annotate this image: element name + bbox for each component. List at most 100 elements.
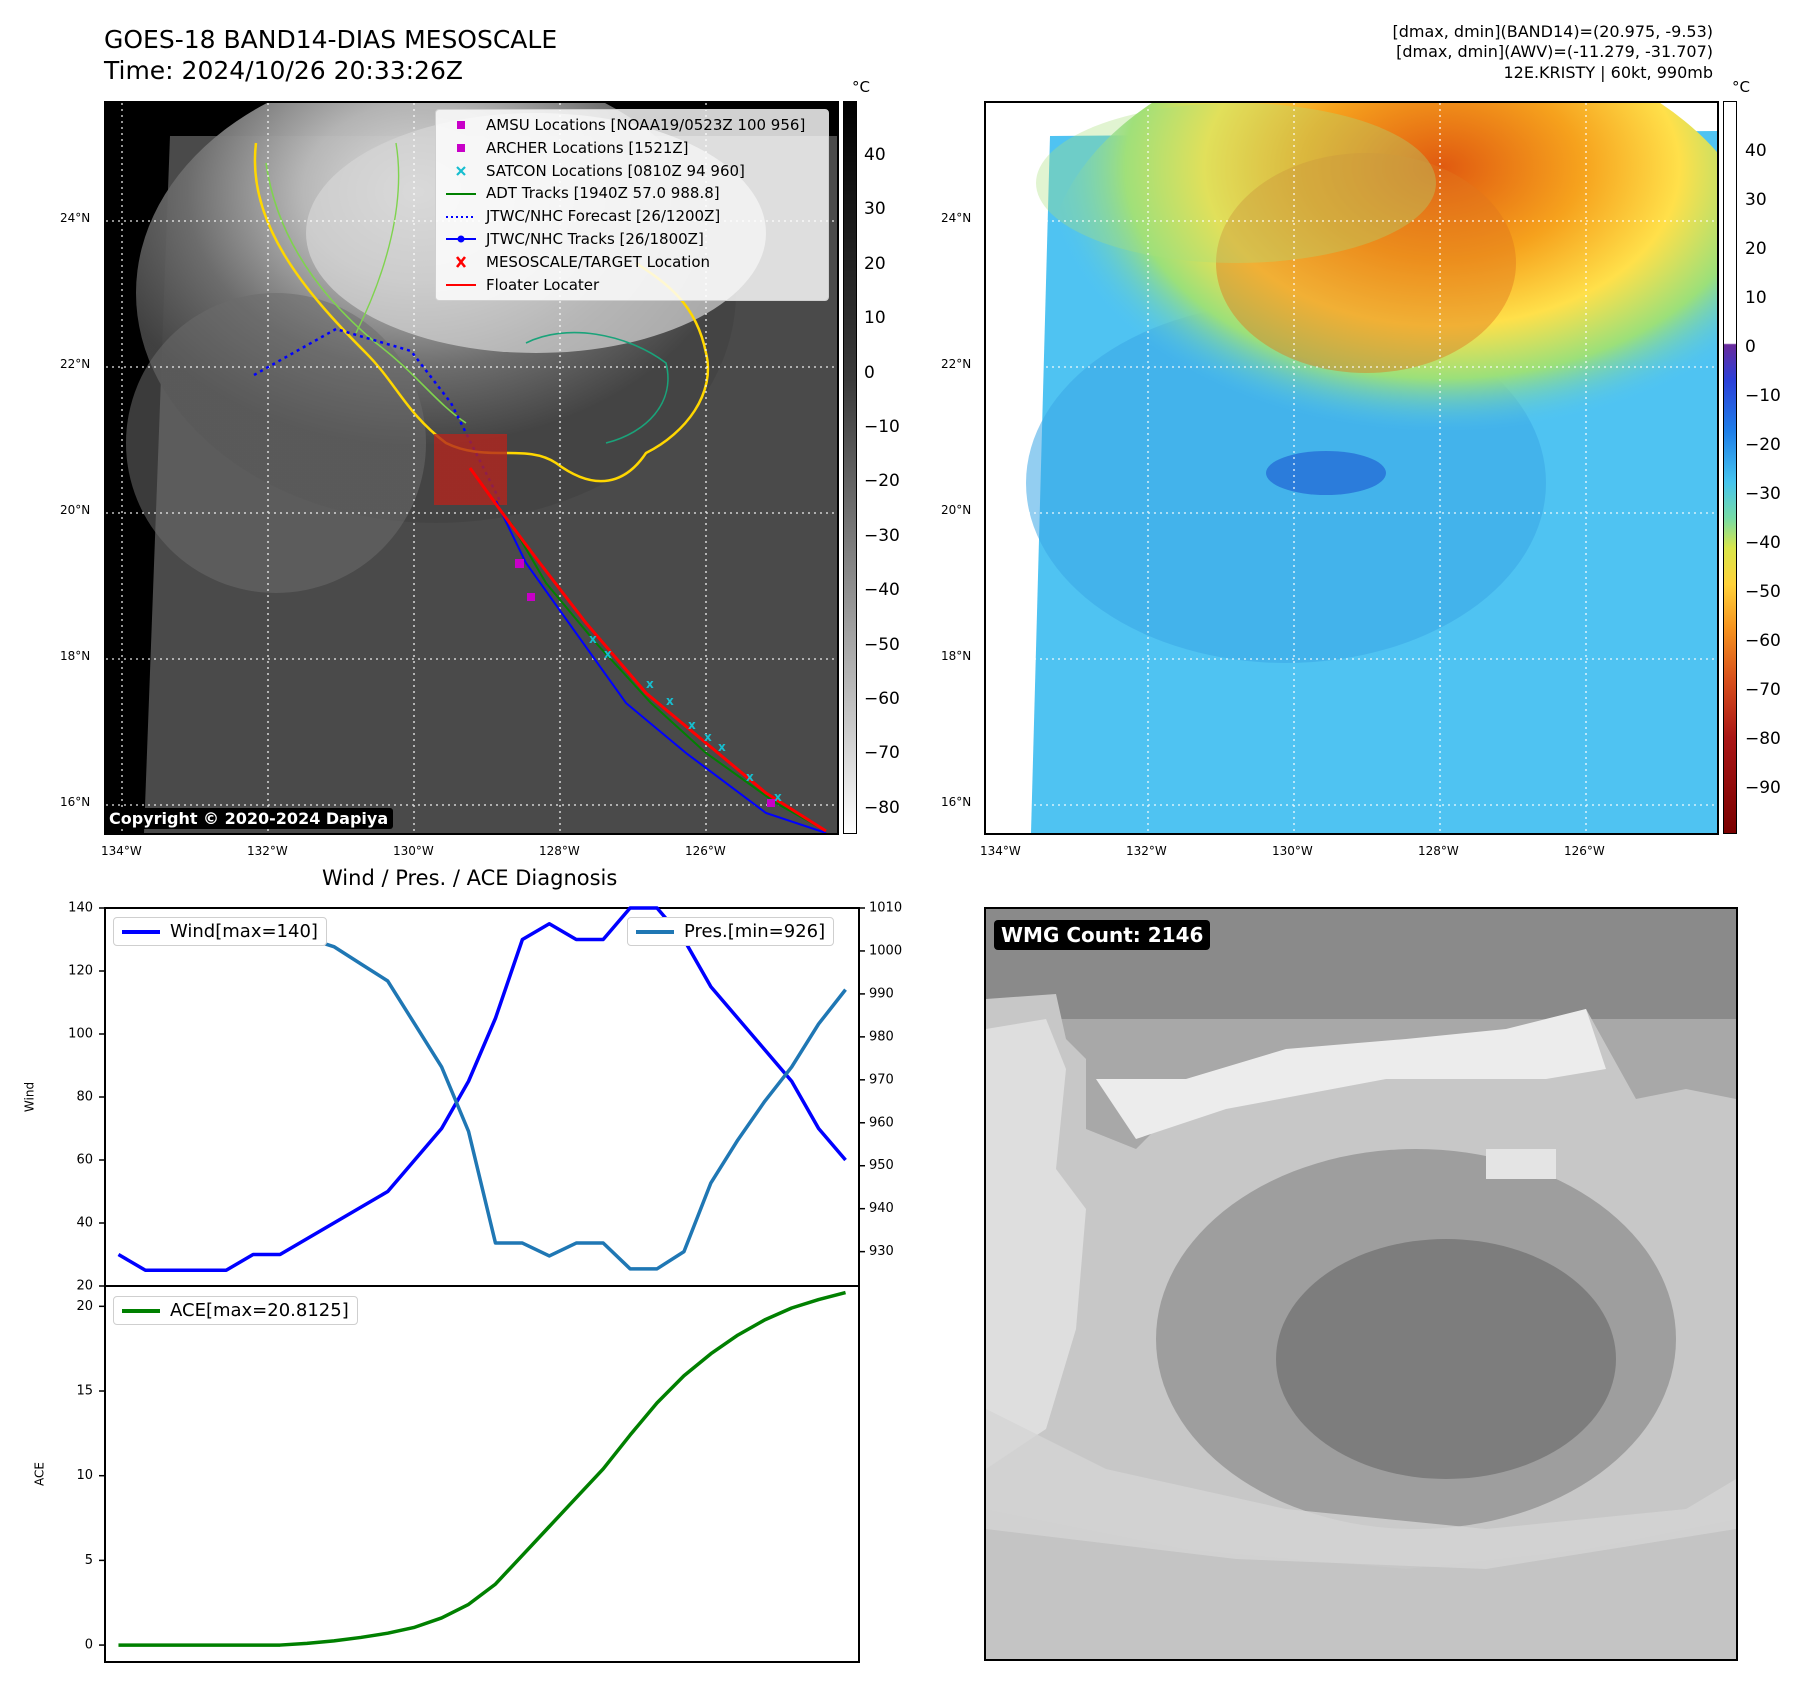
lat-label: 16°N [941,795,972,809]
svg-text:x: x [646,677,654,691]
wmg-count-badge: WMG Count: 2146 [994,920,1211,950]
colorbar-tick-label: −40 [864,580,900,601]
colorbar-tick-label: 10 [864,308,886,329]
colorbar-tick-label: −90 [1745,778,1781,798]
pressure-tick-label: 980 [869,1029,894,1044]
ace-series-line [118,1290,846,1647]
colorbar-tick-label: −50 [864,634,900,655]
legend-label: JTWC/NHC Tracks [26/1800Z] [486,229,704,248]
ace-tick-label: 10 [76,1468,93,1483]
pressure-tick-label: 1000 [869,943,902,958]
svg-text:x: x [704,730,712,744]
ace-tick-label: 5 [85,1553,93,1568]
square-marker-icon [444,114,478,136]
square-marker-icon [444,137,478,159]
x-marker-icon [444,160,478,182]
lat-label: 18°N [60,649,91,663]
ace-legend: ACE[max=20.8125] [113,1296,358,1325]
colorbar-tick-label: −80 [864,797,900,818]
lat-label: 20°N [60,503,91,517]
pressure-legend: Pres.[min=926] [627,917,835,946]
svg-text:x: x [604,647,612,661]
svg-text:x: x [718,740,726,754]
wind-legend: Wind[max=140] [113,917,327,946]
colorbar-tick-label: −30 [1745,484,1781,504]
lon-label: 128°W [1418,844,1459,858]
legend-item-archer: ARCHER Locations [1521Z] [444,137,820,160]
pressure-tick-label: 930 [869,1244,894,1259]
legend-label: JTWC/NHC Forecast [26/1200Z] [486,207,721,226]
wind-legend-label: Wind[max=140] [170,921,318,942]
x-marker-icon [444,251,478,273]
lat-label: 22°N [60,357,91,371]
info-storm: 12E.KRISTY | 60kt, 990mb [1503,63,1714,82]
colorbar-tick-label: −10 [1745,386,1781,406]
legend-label: ADT Tracks [1940Z 57.0 988.8] [486,184,720,203]
line-icon [122,1308,160,1313]
colorbar-tick-label: −80 [1745,729,1781,749]
colorbar-unit: °C [1732,78,1750,96]
lat-label: 24°N [941,211,972,225]
colorbar-tick-label: 0 [864,362,875,383]
info-awv-range: [dmax, dmin](AWV)=(-11.279, -31.707) [1396,42,1713,61]
legend-item-floater: Floater Locater [444,274,820,297]
colorbar-tick-label: 20 [864,253,886,274]
line-icon [636,929,674,934]
colorbar-tick-label: −30 [864,525,900,546]
colorbar-tick-label: −60 [864,689,900,709]
lon-label: 132°W [247,844,288,858]
svg-text:x: x [746,770,754,784]
colorbar-tick-label: −50 [1745,582,1781,602]
chart-title: GOES-18 BAND14-DIAS MESOSCALE [104,25,558,54]
colorbar-tick-label: −70 [864,743,900,764]
diagnosis-chart: 1401201008060402010101000990980970960950… [23,901,902,1663]
legend-label: MESOSCALE/TARGET Location [486,252,711,271]
info-band14-range: [dmax, dmin](BAND14)=(20.975, -9.53) [1392,22,1714,41]
colorbar-awv [1723,101,1737,834]
colorbar-grayscale [843,101,857,834]
wind-tick-label: 20 [76,1279,93,1294]
wind-tick-label: 60 [76,1153,93,1168]
lon-label: 132°W [1126,844,1167,858]
ace-legend-label: ACE[max=20.8125] [170,1300,349,1321]
colorbar-tick-label: 30 [864,199,886,220]
colorbar-tick-label: 40 [864,145,886,165]
ace-tick-label: 20 [76,1299,93,1314]
lon-label: 126°W [1564,844,1605,858]
pressure-tick-label: 990 [869,986,894,1001]
wind-tick-label: 100 [68,1027,93,1042]
ace-tick-label: 15 [76,1384,93,1399]
ace-plot-frame [104,1285,860,1663]
wind-tick-label: 40 [76,1216,93,1231]
pressure-tick-label: 970 [869,1072,894,1087]
colorbar-tick-label: 40 [1745,141,1767,161]
line-dot-icon [444,228,478,250]
line-icon [122,929,160,934]
colorbar-tick-label: −60 [1745,631,1781,651]
pressure-series-line [118,919,847,1271]
colorbar-tick-label: 0 [1745,337,1756,357]
colorbar-tick-label: −20 [1745,435,1781,455]
pressure-tick-label: 1010 [869,901,902,916]
lat-label: 24°N [60,211,91,225]
ace-tick-label: 0 [85,1638,93,1653]
ace-axis-label: ACE [33,1462,47,1486]
chart-time: Time: 2024/10/26 20:33:26Z [104,56,463,85]
legend-item-forecast: JTWC/NHC Forecast [26/1200Z] [444,205,820,228]
legend-item-satcon: SATCON Locations [0810Z 94 960] [444,160,820,183]
colorbar-tick-label: 10 [1745,288,1767,308]
lat-label: 18°N [941,649,972,663]
wind-tick-label: 80 [76,1090,93,1105]
pressure-tick-label: 950 [869,1158,894,1173]
wind-axis-label: Wind [23,1082,37,1112]
lat-label: 20°N [941,503,972,517]
legend-label: SATCON Locations [0810Z 94 960] [486,161,745,180]
colorbar-unit: °C [852,78,870,96]
lat-label: 22°N [941,357,972,371]
copyright-badge: Copyright © 2020-2024 Dapiya [104,808,394,829]
wmg-panel [984,907,1738,1661]
line-icon [444,274,478,296]
legend-label: Floater Locater [486,275,600,294]
pressure-tick-label: 960 [869,1115,894,1130]
colorbar-tick-label: 30 [1745,190,1767,210]
